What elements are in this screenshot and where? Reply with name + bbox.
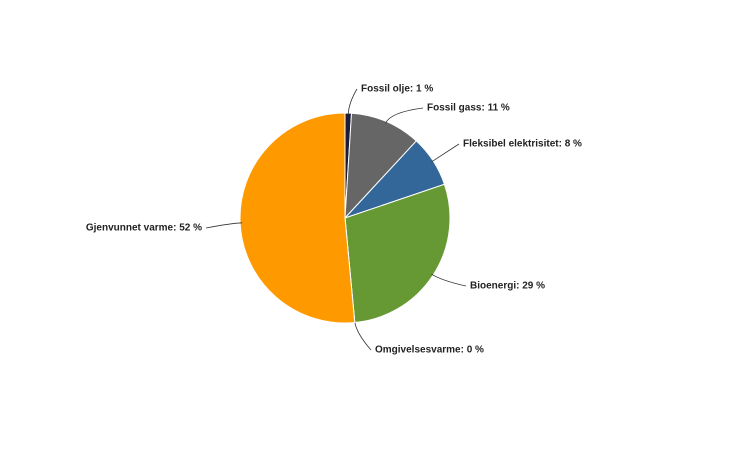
leader-line [431,273,467,287]
data-label: Gjenvunnet varme: 52 % [86,223,202,234]
data-label: Bioenergi: 29 % [470,281,545,292]
leader-line [354,320,372,351]
leader-line [205,222,243,229]
leader-line [347,88,358,116]
data-label: Omgivelsesvarme: 0 % [375,345,484,356]
leader-line [431,143,460,163]
data-label: Fleksibel elektrisitet: 8 % [463,139,582,150]
data-label: Fossil gass: 11 % [427,103,510,114]
leader-line [385,107,424,124]
pie-slice [239,112,356,324]
data-label: Fossil olje: 1 % [361,84,433,95]
